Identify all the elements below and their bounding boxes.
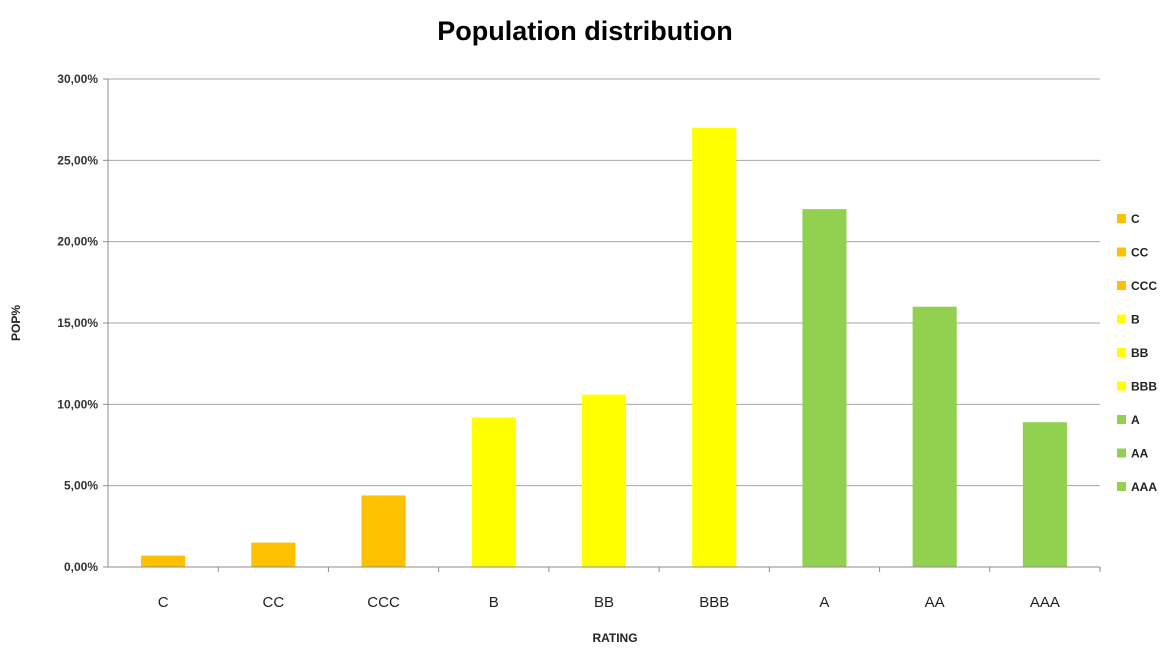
bar-aaa: [1022, 422, 1067, 567]
y-axis-ticks: 0,00% 5,00% 10,00% 15,00% 20,00% 25,00% 30,00%: [57, 72, 98, 574]
bar-ccc: [361, 495, 406, 567]
y-tick-label: 25,00%: [57, 153, 98, 167]
y-axis-title: POP%: [9, 305, 23, 341]
legend-swatch: [1117, 314, 1126, 324]
bar-bbb: [692, 127, 737, 568]
legend-label: AA: [1131, 447, 1149, 461]
legend-label: C: [1131, 212, 1140, 226]
bar-cc: [251, 542, 296, 567]
x-tick-label: A: [819, 594, 829, 611]
bar-a: [802, 209, 847, 567]
legend-label: CC: [1131, 246, 1149, 260]
legend-label: B: [1131, 313, 1140, 327]
legend-label: CCC: [1131, 279, 1157, 293]
bars: [141, 127, 1067, 568]
x-tick-label: BB: [594, 594, 614, 611]
y-tick-label: 0,00%: [64, 560, 98, 574]
x-tick-label: CCC: [367, 594, 400, 611]
legend-swatch: [1117, 448, 1126, 458]
x-tick-label: C: [158, 594, 169, 611]
legend-swatch: [1117, 247, 1126, 257]
bar-bb: [581, 394, 627, 567]
legend-label: BBB: [1131, 380, 1157, 394]
legend-swatch: [1117, 214, 1126, 223]
legend-swatch: [1117, 281, 1126, 290]
bar-b: [471, 417, 516, 567]
legend-swatch: [1117, 381, 1126, 391]
y-tick-label: 20,00%: [57, 235, 98, 249]
y-tick-label: 5,00%: [64, 479, 98, 493]
legend-label: BB: [1131, 346, 1149, 360]
x-tick-label: AA: [925, 594, 945, 611]
x-axis-ticks: C CC CCC B BB BBB A AA AAA: [158, 594, 1060, 611]
x-axis-title: RATING: [592, 631, 637, 645]
x-tick-label: AAA: [1030, 594, 1060, 611]
axes: [103, 78, 1101, 572]
x-tick-label: CC: [262, 594, 284, 611]
bar-c: [141, 555, 186, 567]
chart-title: Population distribution: [437, 16, 732, 46]
y-tick-label: 30,00%: [57, 72, 98, 86]
x-tick-label: BBB: [699, 594, 729, 611]
y-tick-label: 15,00%: [57, 316, 98, 330]
y-tick-label: 10,00%: [57, 397, 98, 411]
legend-swatch: [1117, 415, 1126, 424]
bar-aa: [912, 306, 957, 567]
legend-swatch: [1117, 482, 1126, 491]
legend-swatch: [1117, 348, 1126, 357]
legend-label: AAA: [1131, 480, 1157, 494]
x-tick-label: B: [489, 594, 499, 611]
legend-label: A: [1131, 413, 1140, 427]
